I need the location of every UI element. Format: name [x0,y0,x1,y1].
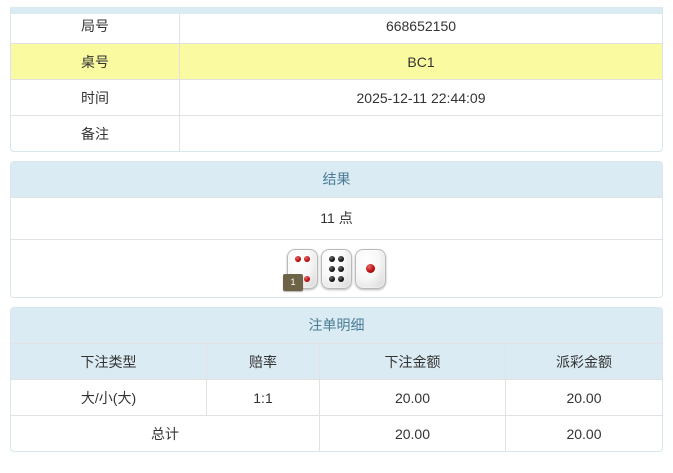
round-info-table: 局号 668652150 桌号 BC1 时间 2025-12-11 22:44:… [11,8,662,151]
table-row: 大/小(大) 1:1 20.00 20.00 [11,379,662,416]
bet-detail-section-title: 注单明细 [11,308,662,344]
bet-table-header-row: 下注类型 赔率 下注金额 派彩金额 [11,344,662,380]
info-label-remark: 备注 [11,115,180,151]
bet-total-stake: 20.00 [319,415,506,451]
die-pip [304,255,311,262]
bet-detail-table: 下注类型 赔率 下注金额 派彩金额 大/小(大) 1:1 20.00 20.00… [11,344,662,451]
die-3 [355,248,386,289]
die-pip [366,264,375,273]
bet-total-payout: 20.00 [505,415,662,451]
info-label-table-number: 桌号 [11,43,180,80]
bet-header-odds: 赔率 [206,344,320,380]
result-section-title: 结果 [11,162,662,198]
die-pip [304,275,311,282]
die-pip-empty [304,266,310,272]
result-points-text: 11 点 [11,198,662,240]
info-label-time: 时间 [11,79,180,116]
bet-cell-payout: 20.00 [505,379,662,416]
info-value-time: 2025-12-11 22:44:09 [179,79,662,116]
info-value-remark [179,115,662,151]
bet-result-page: 局号 668652150 桌号 BC1 时间 2025-12-11 22:44:… [0,7,673,473]
bet-cell-odds: 1:1 [206,379,320,416]
bet-header-type: 下注类型 [11,344,207,380]
die-pip [338,255,345,262]
die-badge-icon: 1 [283,273,303,291]
die-pip [328,275,335,282]
info-row-table-number: 桌号 BC1 [11,43,662,80]
bet-detail-panel: 注单明细 下注类型 赔率 下注金额 派彩金额 大/小(大) 1:1 20.00 … [10,307,663,452]
result-panel: 结果 11 点 1 [10,161,663,298]
die-pip [328,255,335,262]
die-1: 1 [283,248,318,291]
round-info-panel: 局号 668652150 桌号 BC1 时间 2025-12-11 22:44:… [10,7,663,152]
die-pip [328,265,335,272]
bet-header-payout: 派彩金额 [505,344,662,380]
dice-row: 1 [11,240,662,297]
cut-off-header-strip [10,7,663,14]
bet-cell-type: 大/小(大) [11,379,207,416]
die-pip [338,275,345,282]
die-2 [321,248,352,289]
info-row-time: 时间 2025-12-11 22:44:09 [11,79,662,116]
die-pip [294,255,301,262]
bet-total-row: 总计 20.00 20.00 [11,415,662,451]
info-row-remark: 备注 [11,115,662,151]
bet-header-stake: 下注金额 [319,344,506,380]
info-value-table-number: BC1 [179,43,662,80]
die-pip [338,265,345,272]
bet-cell-stake: 20.00 [319,379,506,416]
bet-total-label: 总计 [11,415,320,451]
die-pip-empty [295,266,301,272]
